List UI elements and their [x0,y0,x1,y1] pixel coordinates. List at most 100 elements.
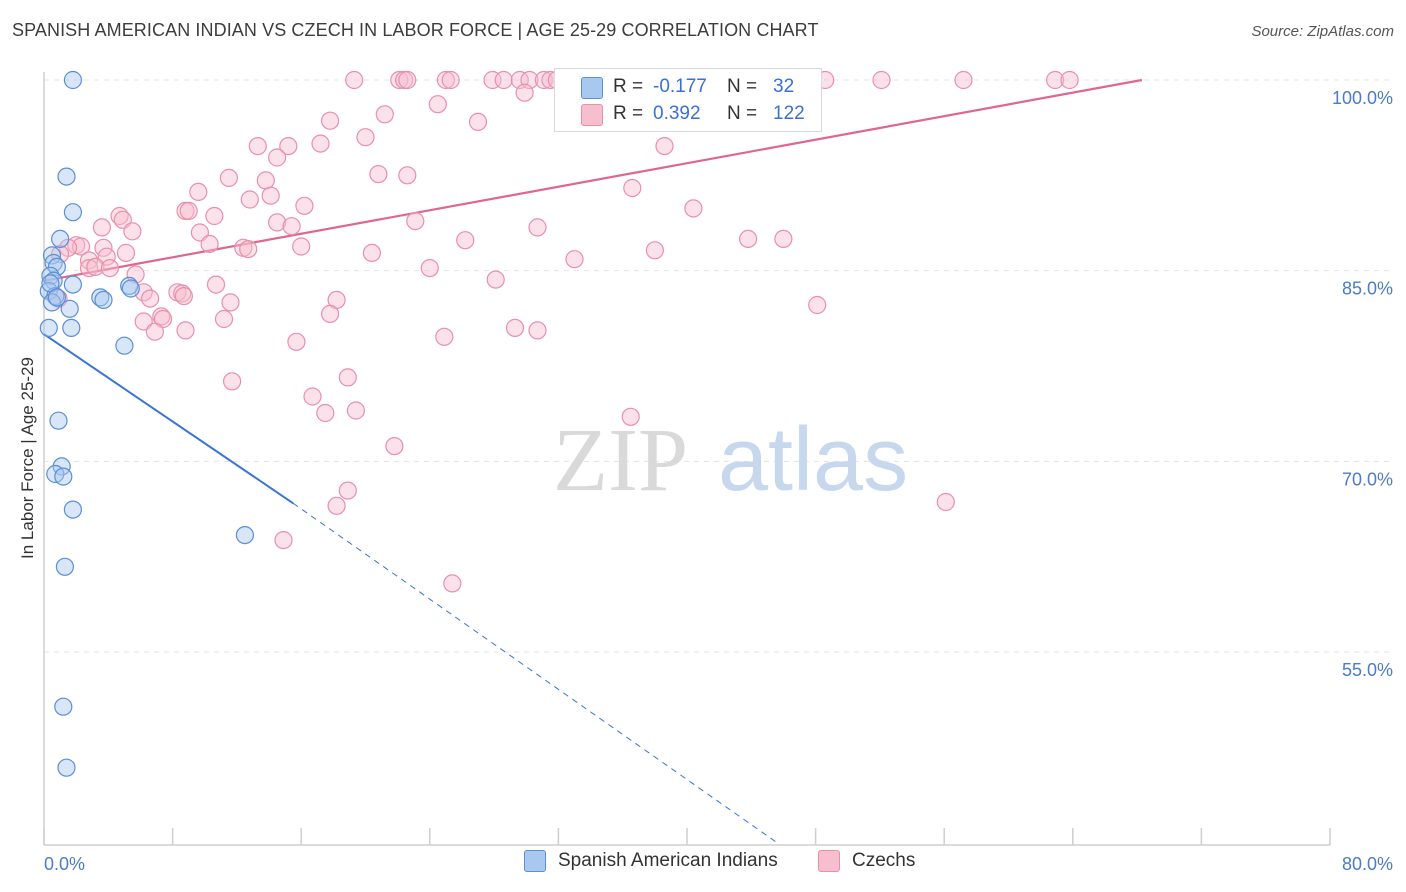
point-czechs [655,137,674,156]
point-spanish-american-indians [63,500,83,519]
legend: Spanish American Indians Czechs [0,850,1406,880]
watermark-zip: ZIP [553,411,688,510]
points-czechs [49,70,1079,593]
point-czechs [141,289,160,308]
point-spanish-american-indians [91,288,110,307]
point-czechs [428,95,447,114]
point-czechs [441,70,460,90]
point-czechs [528,321,547,340]
point-czechs [623,178,642,198]
point-czechs [565,250,584,269]
point-czechs [126,265,145,284]
point-czechs [338,368,357,387]
point-czechs [621,407,640,426]
point-spanish-american-indians [50,229,70,248]
point-czechs [398,70,417,90]
point-czechs [205,206,224,226]
point-czechs [345,70,364,90]
point-czechs [494,70,513,90]
point-spanish-american-indians [63,275,83,294]
point-czechs [189,182,208,201]
watermark-atlas: atlas [718,410,908,510]
point-czechs [338,481,357,500]
chart-title: SPANISH AMERICAN INDIAN VS CZECH IN LABO… [12,20,819,40]
legend-swatch-blue [524,850,546,872]
point-czechs [1060,70,1079,90]
point-czechs [274,530,293,550]
point-czechs [97,247,116,266]
trend-line-spanish-american-indians [43,333,294,505]
point-czechs [145,322,164,341]
point-spanish-american-indians [49,411,68,430]
point-czechs [534,70,554,90]
point-czechs [316,403,335,423]
point-czechs [468,112,488,132]
point-czechs [327,496,346,515]
legend-item-spanish-american-indians[interactable]: Spanish American Indians [524,850,778,872]
stats-r-value: 0.392 [653,103,701,124]
point-czechs [219,168,238,187]
point-czechs [256,171,275,190]
legend-label: Spanish American Indians [558,850,778,871]
point-czechs [456,231,475,250]
point-czechs [239,240,258,259]
point-spanish-american-indians [62,318,81,337]
stats-n-value: 122 [773,103,805,124]
tick-layer: 55.0% 70.0% 85.0% 100.0% 0.0% 80.0% [44,88,1393,874]
point-spanish-american-indians [235,525,254,545]
point-spanish-american-indians [39,318,58,337]
point-czechs [738,229,758,248]
trend-line-extension-spanish-american-indians [292,502,778,844]
stats-n-label: N = [727,76,758,97]
source-label: Source: ZipAtlas.com [1251,23,1394,40]
point-czechs [321,111,340,130]
point-czechs [100,259,120,278]
point-czechs [936,492,955,512]
point-czechs [515,83,534,102]
point-spanish-american-indians [42,293,62,312]
y-tick-label: 70.0% [1342,469,1393,489]
point-czechs [436,70,455,90]
point-czechs [221,293,240,312]
point-czechs [282,217,301,236]
point-spanish-american-indians [47,288,67,307]
legend-swatch-pink [818,850,840,872]
point-czechs [248,137,267,156]
point-spanish-american-indians [54,467,73,486]
point-czechs [684,199,703,218]
point-spanish-american-indians [41,266,60,285]
point-spanish-american-indians [57,167,76,186]
point-czechs [268,213,287,232]
point-czechs [505,318,525,337]
point-czechs [528,218,547,237]
point-czechs [71,237,91,256]
point-czechs [123,222,142,241]
point-spanish-american-indians [63,203,83,222]
stats-swatch-blue [581,77,603,99]
point-czechs [153,309,173,329]
point-czechs [240,190,259,209]
point-czechs [287,332,306,351]
axis-layer [43,72,1330,846]
point-czechs [174,287,193,306]
point-czechs [346,401,365,420]
point-czechs [385,437,404,456]
point-spanish-american-indians [57,758,76,777]
x-tick-label: 80.0% [1342,854,1393,874]
point-czechs [420,259,439,278]
stats-box: R = -0.177 N = 32 R = 0.392 N = 122 [554,68,822,132]
point-czechs [295,196,314,215]
point-czechs [261,186,280,205]
stats-n-label: N = [727,103,758,124]
point-czechs [86,257,105,276]
stats-r-label: R = [613,103,644,124]
point-spanish-american-indians [63,70,83,90]
stats-r-value: -0.177 [653,76,707,97]
y-axis-label: In Labor Force | Age 25-29 [18,357,37,559]
point-czechs [808,295,827,315]
legend-item-czechs[interactable]: Czechs [818,850,915,872]
point-czechs [200,234,219,254]
point-czechs [134,312,153,331]
x-tick-label: 0.0% [44,854,85,874]
